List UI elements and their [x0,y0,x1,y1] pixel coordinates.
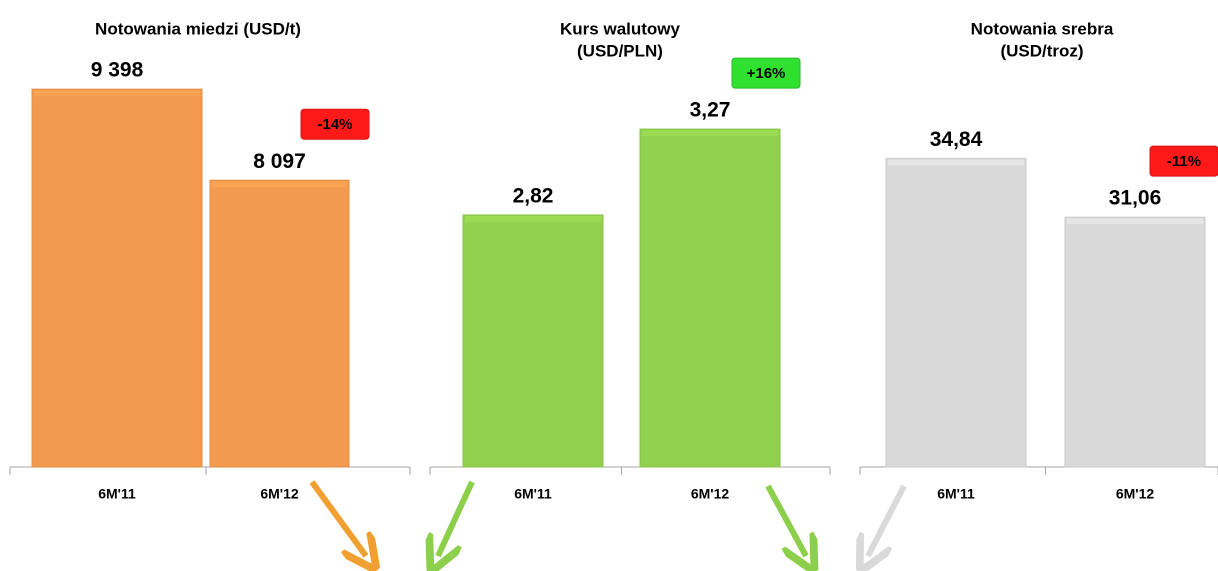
x-tick-label: 6M'11 [98,486,136,502]
bar-highlight [888,159,1024,166]
bar [209,179,350,468]
value-label: 2,82 [513,185,554,208]
bar [1064,216,1206,468]
chart: Kurs walutowy (USD/PLN) 2,82 6M'11 3,27 6M'12… [429,19,831,502]
bar-highlight [34,90,200,97]
arrow [868,484,907,556]
bar [639,128,781,468]
chart-title: (USD/troz) [1000,41,1083,60]
chart-title: Notowania srebra [971,19,1114,38]
chart: Notowania srebra (USD/troz) 34,84 6M'11 31,0… [859,19,1218,502]
arrow [309,480,366,556]
bar [885,157,1027,468]
chart-title: Notowania miedzi (USD/t) [95,19,301,38]
arrow [438,480,475,556]
arrows [309,480,907,556]
x-tick-label: 6M'12 [260,486,299,502]
change-label: +16% [747,65,786,82]
x-tick-label: 6M'11 [937,486,975,502]
change-badge [300,108,370,140]
value-label: 8 097 [253,150,306,173]
arrow [765,484,806,556]
value-label: 31,06 [1109,187,1162,210]
bar-highlight [1067,218,1203,225]
chart: Notowania miedzi (USD/t) 9 398 6M'11 8 097 6… [9,19,411,502]
x-tick-label: 6M'12 [1116,486,1155,502]
value-label: 34,84 [930,128,983,151]
change-label: -11% [1167,153,1201,170]
change-badge [1149,145,1218,177]
bar-highlight [465,216,601,222]
value-label: 9 398 [91,59,144,82]
chart-title: (USD/PLN) [577,41,663,60]
bar [31,88,203,468]
chart-title: Kurs walutowy [560,19,681,38]
change-badge [731,57,801,89]
bar-highlight [642,130,778,137]
value-label: 3,27 [690,99,731,122]
x-tick-label: 6M'11 [514,486,552,502]
change-label: -14% [317,116,352,133]
x-tick-label: 6M'12 [691,486,730,502]
bar-highlight [212,181,347,188]
bar [462,214,604,468]
